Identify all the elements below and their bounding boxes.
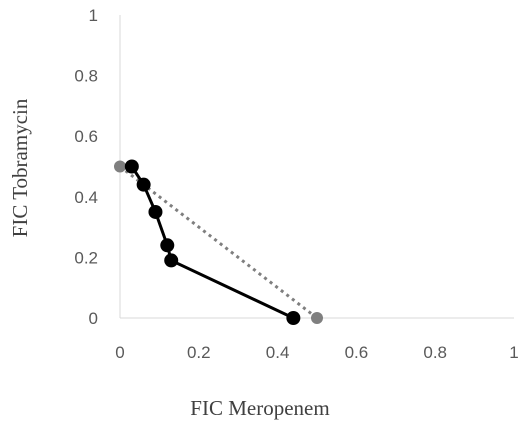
x-tick-label: 0.6 (345, 343, 369, 362)
x-tick-label: 0.4 (266, 343, 290, 362)
y-tick-label: 0.2 (74, 248, 98, 267)
x-tick-label: 0 (115, 343, 124, 362)
x-tick-label: 1 (509, 343, 518, 362)
isobole-line (130, 165, 294, 320)
isobole-point (286, 311, 301, 325)
x-tick-label: 0.8 (423, 343, 447, 362)
isobole-point (148, 204, 163, 219)
y-tick-label: 0.6 (74, 127, 98, 146)
additivity-point (311, 312, 323, 324)
y-tick-label: 1 (89, 6, 98, 25)
axes (119, 15, 514, 319)
y-tick-label: 0 (89, 309, 98, 328)
additivity-point (114, 160, 126, 173)
isobole-point (124, 159, 139, 174)
x-axis-title: FIC Meropenem (190, 396, 329, 420)
x-tick-labels: 0 0.2 0.4 0.6 0.8 1 (115, 343, 518, 362)
x-tick-label: 0.2 (187, 343, 211, 362)
isobole-point (160, 238, 175, 253)
series-layer (114, 159, 323, 325)
isobole-point (136, 177, 151, 192)
y-tick-labels: 0 0.2 0.4 0.6 0.8 1 (74, 6, 98, 328)
y-axis-title: FIC Tobramycin (8, 98, 32, 237)
additivity-line (119, 165, 318, 320)
y-tick-label: 0.8 (74, 67, 98, 86)
isobole-point (164, 253, 179, 268)
y-tick-label: 0.4 (74, 188, 98, 207)
